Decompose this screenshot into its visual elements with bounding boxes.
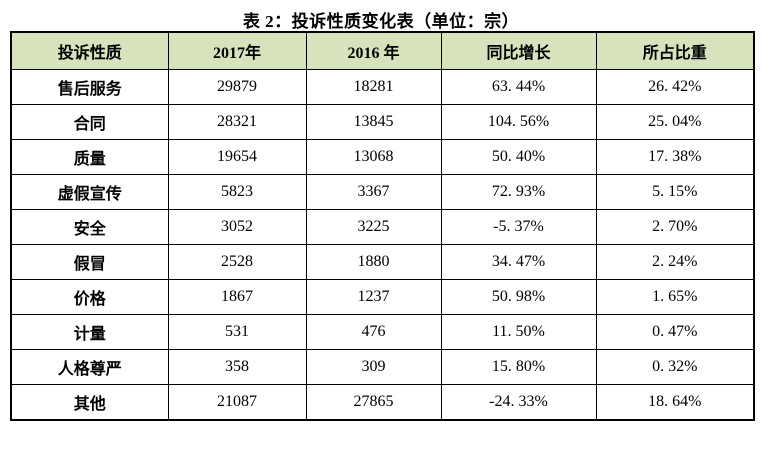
cell-2016: 309 xyxy=(305,349,442,385)
cell-share: 17. 38% xyxy=(595,139,755,175)
cell-share: 26. 42% xyxy=(595,69,755,105)
cell-share: 25. 04% xyxy=(595,104,755,140)
cell-yoy: 50. 40% xyxy=(440,139,597,175)
table-row: 其他 21087 27865 -24. 33% 18. 64% xyxy=(10,384,755,421)
table-row: 安全 3052 3225 -5. 37% 2. 70% xyxy=(10,209,755,245)
table-caption: 表 2：投诉性质变化表（单位：宗） xyxy=(242,12,520,31)
cell-2017: 3052 xyxy=(167,209,307,245)
cell-2016: 1237 xyxy=(305,279,442,315)
complaint-nature-table: 投诉性质 2017年 2016 年 同比增长 所占比重 售后服务 29879 1… xyxy=(10,31,755,421)
table-row: 质量 19654 13068 50. 40% 17. 38% xyxy=(10,139,755,175)
row-label: 售后服务 xyxy=(10,69,169,105)
header-row: 投诉性质 2017年 2016 年 同比增长 所占比重 xyxy=(10,31,755,70)
cell-yoy: 50. 98% xyxy=(440,279,597,315)
cell-2017: 21087 xyxy=(167,384,307,421)
cell-2017: 29879 xyxy=(167,69,307,105)
table-row: 价格 1867 1237 50. 98% 1. 65% xyxy=(10,279,755,315)
col-header-2017: 2017年 xyxy=(167,31,307,70)
cell-2016: 18281 xyxy=(305,69,442,105)
cell-2017: 19654 xyxy=(167,139,307,175)
row-label: 质量 xyxy=(10,139,169,175)
table-row: 虚假宣传 5823 3367 72. 93% 5. 15% xyxy=(10,174,755,210)
cell-share: 5. 15% xyxy=(595,174,755,210)
cell-share: 0. 32% xyxy=(595,349,755,385)
cell-yoy: -5. 37% xyxy=(440,209,597,245)
row-label: 假冒 xyxy=(10,244,169,280)
col-header-yoy-growth: 同比增长 xyxy=(440,31,597,70)
cell-share: 1. 65% xyxy=(595,279,755,315)
cell-2016: 3225 xyxy=(305,209,442,245)
cell-share: 2. 70% xyxy=(595,209,755,245)
cell-share: 0. 47% xyxy=(595,314,755,350)
row-label: 安全 xyxy=(10,209,169,245)
row-label: 其他 xyxy=(10,384,169,421)
row-label: 虚假宣传 xyxy=(10,174,169,210)
cell-2017: 531 xyxy=(167,314,307,350)
cell-2016: 27865 xyxy=(305,384,442,421)
cell-yoy: 15. 80% xyxy=(440,349,597,385)
cell-yoy: 104. 56% xyxy=(440,104,597,140)
row-label: 价格 xyxy=(10,279,169,315)
table-row: 售后服务 29879 18281 63. 44% 26. 42% xyxy=(10,69,755,105)
table-row: 合同 28321 13845 104. 56% 25. 04% xyxy=(10,104,755,140)
cell-2016: 13845 xyxy=(305,104,442,140)
cell-2017: 28321 xyxy=(167,104,307,140)
cell-2017: 5823 xyxy=(167,174,307,210)
row-label: 计量 xyxy=(10,314,169,350)
cell-2016: 1880 xyxy=(305,244,442,280)
cell-yoy: 63. 44% xyxy=(440,69,597,105)
cell-yoy: 11. 50% xyxy=(440,314,597,350)
cell-2016: 3367 xyxy=(305,174,442,210)
cell-2016: 13068 xyxy=(305,139,442,175)
table-row: 计量 531 476 11. 50% 0. 47% xyxy=(10,314,755,350)
cell-2017: 358 xyxy=(167,349,307,385)
row-label: 合同 xyxy=(10,104,169,140)
cell-yoy: -24. 33% xyxy=(440,384,597,421)
cell-2017: 1867 xyxy=(167,279,307,315)
cell-yoy: 34. 47% xyxy=(440,244,597,280)
cell-share: 18. 64% xyxy=(595,384,755,421)
cell-2016: 476 xyxy=(305,314,442,350)
cell-share: 2. 24% xyxy=(595,244,755,280)
col-header-share: 所占比重 xyxy=(595,31,755,70)
cell-2017: 2528 xyxy=(167,244,307,280)
table-row: 假冒 2528 1880 34. 47% 2. 24% xyxy=(10,244,755,280)
row-label: 人格尊严 xyxy=(10,349,169,385)
col-header-nature: 投诉性质 xyxy=(10,31,169,70)
table-row: 人格尊严 358 309 15. 80% 0. 32% xyxy=(10,349,755,385)
cell-yoy: 72. 93% xyxy=(440,174,597,210)
col-header-2016: 2016 年 xyxy=(305,31,442,70)
